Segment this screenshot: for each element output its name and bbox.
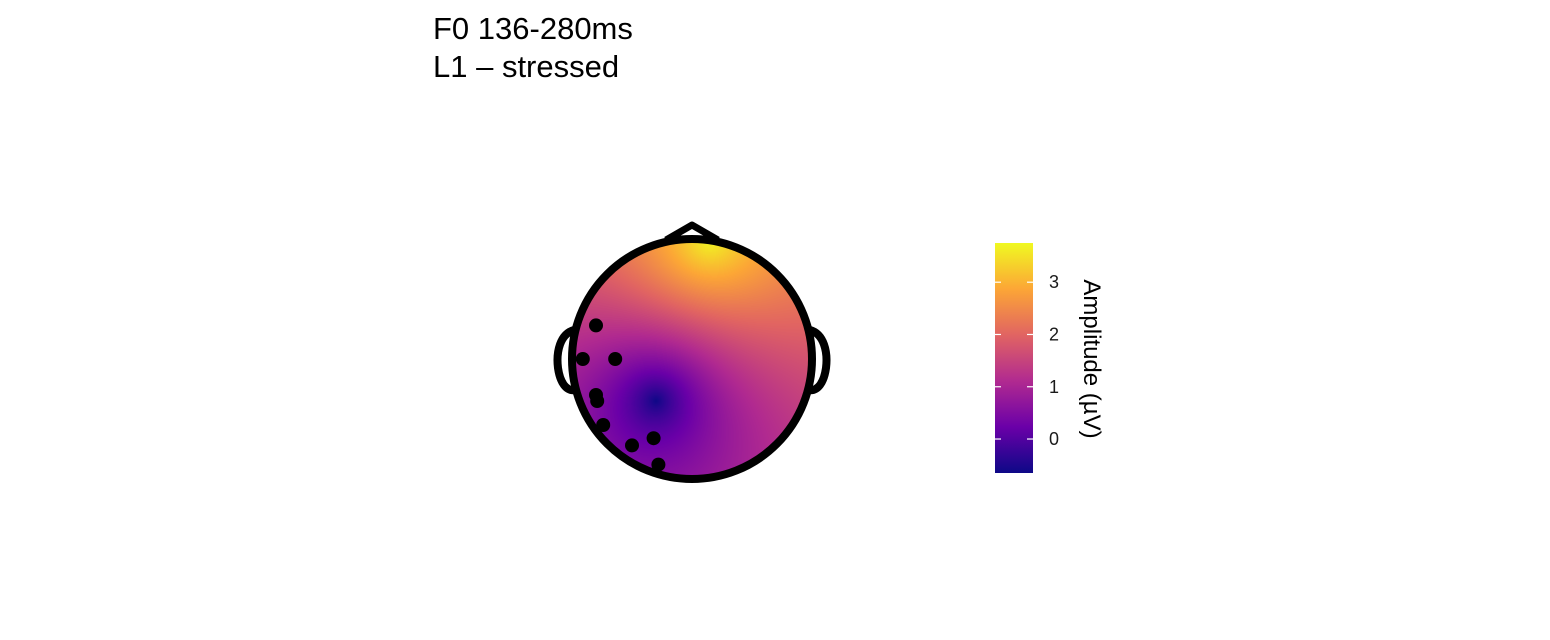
- electrode-1: [589, 318, 603, 333]
- electrode-9: [651, 457, 666, 472]
- chart-title: F0 136-280ms L1 – stressed: [433, 10, 633, 86]
- electrodes: [575, 318, 666, 472]
- right-ear-outline: [807, 326, 831, 395]
- left-ear-outline: [553, 326, 577, 395]
- legend-tick-label-0: 0: [1049, 429, 1059, 449]
- legend-colorbar: [995, 243, 1033, 473]
- electrode-7: [625, 438, 639, 453]
- legend-tick-label-2: 2: [1049, 324, 1059, 344]
- color-legend: 0 1 2 3 Amplitude (µV): [995, 243, 1105, 473]
- head-outline: [568, 235, 816, 483]
- chart-title-line-1: F0 136-280ms: [433, 11, 633, 46]
- chart-title-line-2: L1 – stressed: [433, 49, 620, 84]
- legend-title: Amplitude (µV): [1078, 279, 1105, 438]
- electrode-3: [608, 352, 623, 366]
- nose-outline: [664, 221, 720, 244]
- legend-tick-label-1: 1: [1049, 377, 1059, 397]
- electrode-8: [646, 431, 661, 446]
- electrode-2: [575, 352, 590, 366]
- electrode-6: [596, 418, 611, 432]
- legend-tick-label-3: 3: [1049, 272, 1059, 292]
- electrode-5: [590, 394, 605, 408]
- legend-ticks: 0 1 2 3: [995, 272, 1059, 449]
